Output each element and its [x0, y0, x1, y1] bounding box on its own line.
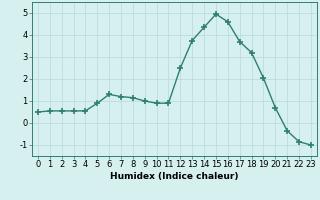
X-axis label: Humidex (Indice chaleur): Humidex (Indice chaleur): [110, 172, 239, 181]
